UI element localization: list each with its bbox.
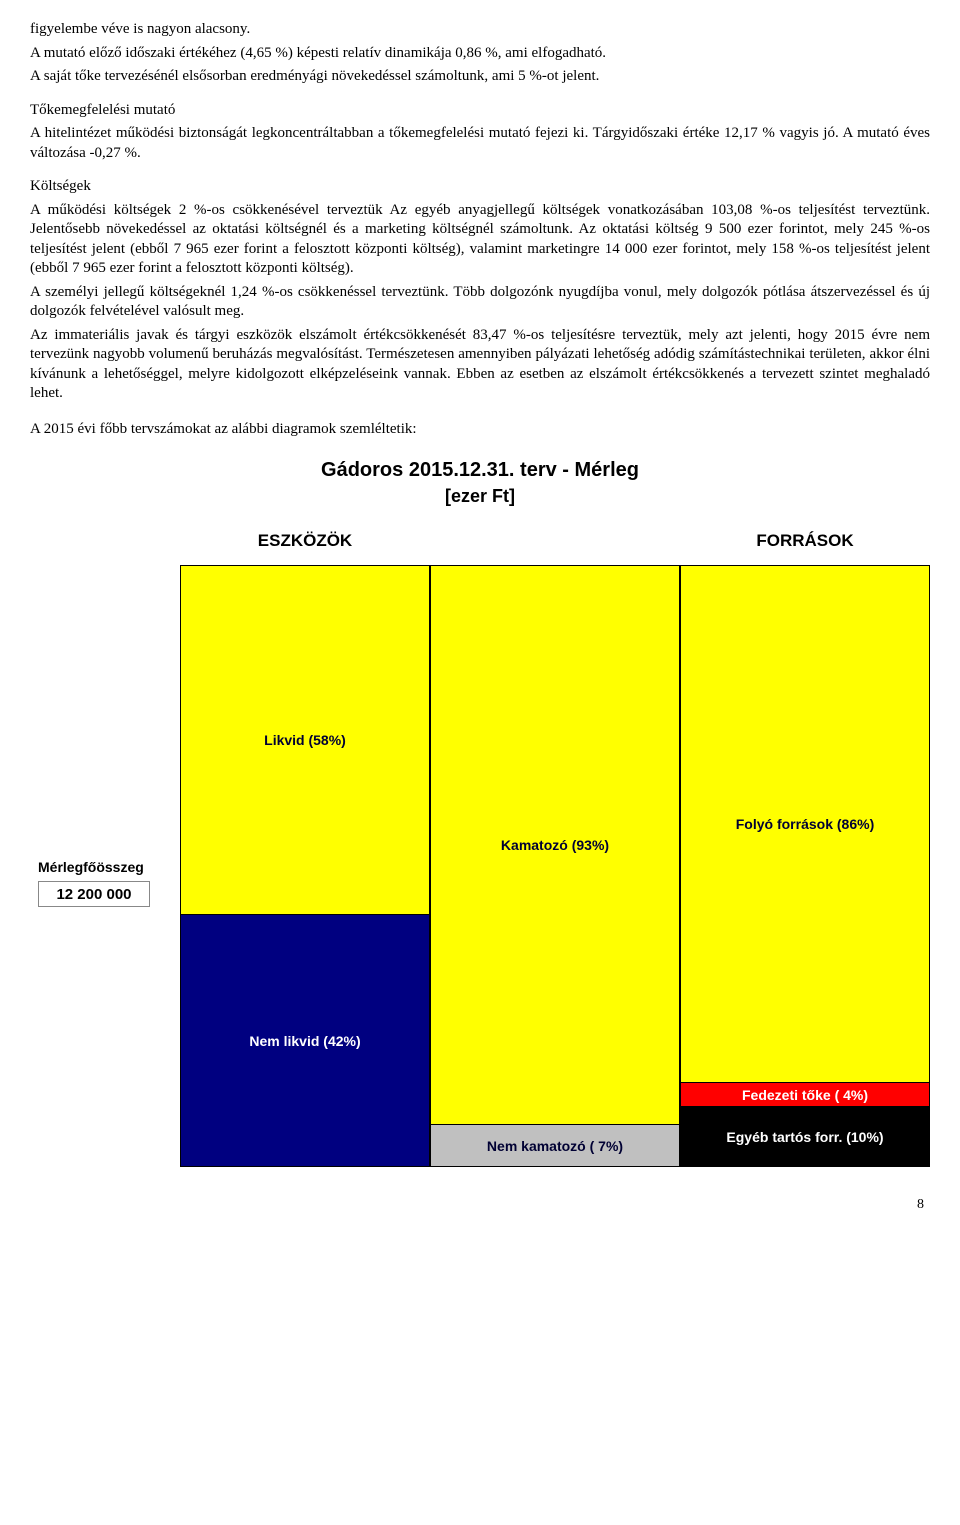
paragraph: A mutató előző időszaki értékéhez (4,65 … (30, 44, 930, 64)
paragraph: A működési költségek 2 %-os csökkenéséve… (30, 201, 930, 279)
section-heading: Tőkemegfelelési mutató (30, 101, 930, 121)
paragraph: A hitelintézet működési biztonságát legk… (30, 124, 930, 163)
chart-side-panel: Mérlegfőösszeg 12 200 000 (30, 859, 180, 1167)
paragraph: figyelembe véve is nagyon alacsony. (30, 20, 930, 40)
stacked-bar: Likvid (58%)Nem likvid (42%) (180, 565, 430, 1167)
section-heading: Költségek (30, 177, 930, 197)
stacked-bar: Kamatozó (93%)Nem kamatozó ( 7%) (430, 565, 680, 1167)
chart-caption: A 2015 évi főbb tervszámokat az alábbi d… (30, 420, 930, 440)
paragraph: Az immateriális javak és tárgyi eszközök… (30, 326, 930, 404)
side-total-box: 12 200 000 (38, 881, 150, 907)
side-label: Mérlegfőösszeg (38, 859, 180, 875)
bar-segment: Likvid (58%) (181, 566, 429, 914)
paragraph: A személyi jellegű költségeknél 1,24 %-o… (30, 283, 930, 322)
chart-column-assets: ESZKÖZÖK Likvid (58%)Nem likvid (42%) (180, 531, 430, 1167)
balance-chart: Gádoros 2015.12.31. terv - Mérleg [ezer … (30, 459, 930, 1167)
bar-segment: Nem likvid (42%) (181, 914, 429, 1166)
bar-segment: Kamatozó (93%) (431, 566, 679, 1124)
chart-column-liabilities: FORRÁSOK Folyó források (86%)Fedezeti tő… (680, 531, 930, 1167)
bar-segment: Egyéb tartós forr. (10%) (681, 1106, 929, 1166)
bar-segment: Nem kamatozó ( 7%) (431, 1124, 679, 1166)
chart-subtitle: [ezer Ft] (30, 486, 930, 507)
bar-segment: Fedezeti tőke ( 4%) (681, 1082, 929, 1106)
column-header: FORRÁSOK (680, 531, 930, 551)
stacked-bar: Folyó források (86%)Fedezeti tőke ( 4%)E… (680, 565, 930, 1167)
column-header: ESZKÖZÖK (180, 531, 430, 551)
chart-column-interest: Kamatozó (93%)Nem kamatozó ( 7%) (430, 551, 680, 1167)
page-number: 8 (30, 1197, 930, 1213)
chart-title: Gádoros 2015.12.31. terv - Mérleg (30, 459, 930, 482)
paragraph: A saját tőke tervezésénél elsősorban ere… (30, 67, 930, 87)
bar-segment: Folyó források (86%) (681, 566, 929, 1082)
